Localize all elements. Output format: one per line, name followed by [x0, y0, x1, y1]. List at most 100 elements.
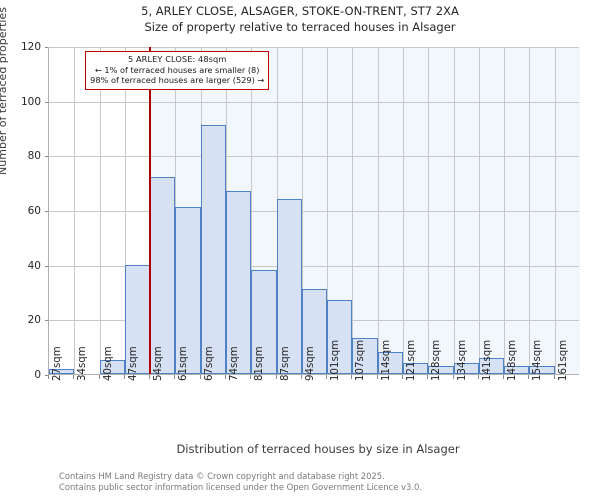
page-title: 5, ARLEY CLOSE, ALSAGER, STOKE-ON-TRENT,…: [141, 4, 459, 18]
x-axis-title: Distribution of terraced houses by size …: [176, 442, 460, 456]
gridline-vertical: [352, 47, 354, 374]
histogram-bar: [49, 368, 75, 374]
histogram-bar: [301, 289, 328, 374]
x-axis-tick-mark: [73, 375, 75, 379]
gridline-vertical: [504, 47, 506, 374]
x-axis-tick-mark: [98, 375, 100, 379]
gridline-vertical: [327, 47, 329, 374]
histogram-bar: [200, 125, 226, 374]
x-axis-tick-label: 87sqm: [279, 346, 291, 381]
gridline-vertical: [74, 47, 76, 374]
x-axis-tick-label: 27sqm: [52, 346, 63, 381]
gridline-vertical: [251, 47, 253, 374]
histogram-bar: [175, 207, 201, 374]
gridline-horizontal: [49, 47, 579, 48]
x-axis-tick-label: 40sqm: [102, 346, 114, 381]
y-axis-tick-mark: [44, 101, 48, 103]
x-axis-tick-mark: [553, 375, 555, 379]
histogram-bar: [226, 190, 252, 374]
gridline-vertical: [428, 47, 430, 374]
y-axis-tick-mark: [44, 320, 48, 322]
annotation-larger: 98% of terraced houses are larger (529) …: [90, 75, 265, 85]
y-axis-tick-mark: [44, 375, 48, 376]
x-axis-tick-mark: [376, 375, 378, 379]
gridline-vertical: [403, 47, 404, 374]
x-axis-tick-mark: [326, 375, 328, 379]
y-axis-tick-label: 100: [20, 95, 41, 108]
x-axis-tick-label: 94sqm: [304, 346, 316, 381]
x-axis-tick-mark: [452, 375, 454, 379]
histogram-bar: [377, 352, 403, 374]
histogram-bar: [453, 363, 479, 374]
x-axis-tick-label: 154sqm: [532, 339, 544, 381]
y-axis-tick-label: 80: [27, 150, 41, 163]
y-axis-tick-label: 20: [27, 314, 41, 327]
footer-line-2: Contains public sector information licen…: [59, 481, 422, 492]
gridline-vertical: [453, 47, 455, 374]
y-axis-tick-label: 40: [27, 259, 41, 272]
gridline-vertical: [529, 47, 531, 374]
y-axis-tick-label: 0: [34, 369, 41, 381]
property-size-marker-line: [149, 47, 151, 374]
x-axis-tick-mark: [123, 375, 125, 379]
gridline-vertical: [99, 47, 101, 374]
histogram-bar: [124, 264, 151, 374]
x-axis-tick-label: 161sqm: [557, 339, 569, 381]
x-axis-tick-label: 67sqm: [203, 346, 215, 381]
chart-title-block: 5, ARLEY CLOSE, ALSAGER, STOKE-ON-TRENT,…: [0, 4, 600, 35]
x-axis-tick-mark: [427, 375, 429, 379]
gridline-horizontal: [49, 211, 579, 212]
gridline-horizontal: [49, 156, 579, 158]
y-axis-title: Number of terraced properties: [0, 7, 9, 175]
histogram-bar: [251, 270, 277, 374]
property-annotation-box: 5 ARLEY CLOSE: 48sqm ← 1% of terraced ho…: [85, 51, 270, 90]
footer-attribution: Contains HM Land Registry data © Crown c…: [59, 471, 422, 492]
x-axis-tick-mark: [300, 375, 302, 379]
x-axis-tick-label: 128sqm: [431, 339, 443, 381]
x-axis-tick-label: 121sqm: [406, 339, 417, 381]
gridline-vertical: [124, 47, 126, 374]
x-axis-tick-mark: [402, 375, 403, 379]
plot-area: [48, 47, 580, 375]
gridline-vertical: [554, 47, 556, 374]
y-axis-tick-mark: [44, 156, 48, 158]
x-axis-tick-label: 34sqm: [77, 346, 89, 381]
histogram-bar: [504, 365, 530, 374]
y-axis-tick-label: 60: [27, 205, 41, 217]
x-axis-tick-mark: [477, 375, 479, 379]
annotation-smaller: ← 1% of terraced houses are smaller (8): [94, 64, 260, 75]
x-axis-tick-label: 54sqm: [153, 346, 165, 381]
x-axis-tick-label: 74sqm: [229, 346, 240, 381]
gridline-vertical: [377, 47, 379, 374]
histogram-bar: [327, 300, 353, 374]
x-axis-tick-label: 141sqm: [481, 339, 493, 381]
x-axis-tick-mark: [250, 375, 252, 379]
x-axis-tick-mark: [275, 375, 277, 379]
histogram-bar: [403, 363, 429, 374]
x-axis-tick-label: 148sqm: [507, 339, 519, 381]
x-axis-tick-label: 47sqm: [127, 346, 139, 381]
x-axis-tick-label: 61sqm: [178, 346, 190, 381]
histogram-bar: [150, 177, 176, 374]
gridline-vertical: [478, 47, 480, 374]
gridline-horizontal: [49, 265, 579, 267]
gridline-vertical: [301, 47, 303, 374]
y-axis-tick-label: 120: [20, 41, 41, 53]
y-axis-tick-mark: [44, 211, 48, 212]
footer-line-1: Contains HM Land Registry data © Crown c…: [59, 471, 385, 481]
y-axis-tick-mark: [44, 47, 48, 48]
x-axis-tick-mark: [149, 375, 151, 379]
x-axis-tick-mark: [503, 375, 505, 379]
histogram-bar: [529, 365, 555, 374]
x-axis-tick-mark: [199, 375, 201, 379]
x-axis-tick-label: 107sqm: [355, 339, 367, 381]
x-axis-tick-label: 134sqm: [456, 339, 468, 381]
x-axis-tick-label: 81sqm: [254, 346, 266, 381]
histogram-bar: [428, 365, 454, 374]
x-axis-tick-mark: [48, 375, 49, 379]
annotation-title: 5 ARLEY CLOSE: 48sqm: [127, 54, 227, 64]
chart-subtitle: Size of property relative to terraced ho…: [144, 20, 456, 34]
x-axis-tick-mark: [225, 375, 226, 379]
x-axis-tick-mark: [174, 375, 176, 379]
